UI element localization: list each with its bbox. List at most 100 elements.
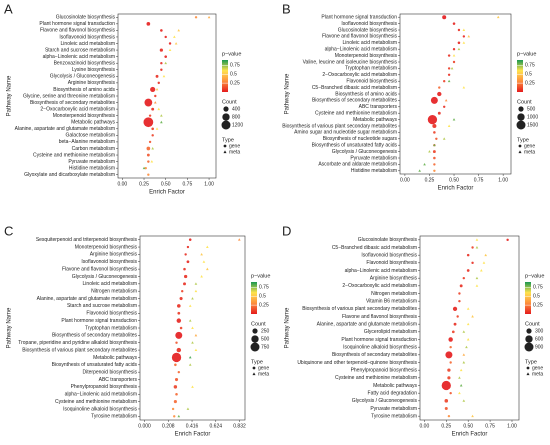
y-tick-label: Tyrosine metabolism bbox=[91, 414, 137, 420]
y-tick-label: Phenylpropanoid biosynthesis bbox=[71, 384, 138, 390]
legend-label: gene bbox=[532, 365, 543, 371]
meta-point bbox=[458, 376, 461, 379]
size-key bbox=[524, 342, 534, 352]
y-tick-label: Biosynthesis of secondary metabolites bbox=[52, 333, 138, 339]
meta-point bbox=[423, 162, 426, 166]
y-tick-label: Vitamin B6 metabolism bbox=[366, 298, 417, 304]
size-key-label: 500 bbox=[527, 106, 536, 112]
meta-point bbox=[206, 267, 209, 271]
meta-point bbox=[174, 42, 178, 45]
size-key-label: 1000 bbox=[527, 114, 538, 120]
gene-point bbox=[456, 315, 459, 318]
size-key-label: 400 bbox=[232, 106, 241, 112]
y-tick-label: Flavone and flavonol biosynthesis bbox=[62, 266, 138, 272]
gene-point bbox=[154, 94, 157, 98]
gene-point bbox=[194, 16, 198, 19]
legend-title: p−value bbox=[251, 273, 270, 279]
y-axis-label: Pathway Name bbox=[285, 307, 291, 348]
y-tick-label: Flavone and flavonol biosynthesis bbox=[40, 28, 116, 34]
meta-point bbox=[462, 399, 466, 402]
legend-title: p−value bbox=[222, 51, 241, 57]
legend-marker bbox=[252, 372, 256, 376]
y-axis-label: Pathway Name bbox=[7, 75, 13, 116]
gene-point bbox=[181, 290, 184, 293]
gene-point bbox=[173, 400, 177, 404]
gene-point bbox=[184, 253, 187, 256]
meta-point bbox=[194, 348, 198, 352]
gene-point bbox=[186, 260, 190, 264]
size-key-label: 750 bbox=[261, 344, 270, 350]
legend-title: p−value bbox=[525, 273, 544, 279]
meta-point bbox=[207, 15, 211, 19]
gene-point bbox=[447, 376, 451, 380]
y-tick-label: alpha−Linolenic acid metabolism bbox=[345, 268, 417, 274]
colorbar-tick-label: 0.75 bbox=[525, 63, 535, 69]
size-key bbox=[525, 335, 533, 343]
gene-point bbox=[471, 261, 474, 265]
legend-marker bbox=[223, 144, 227, 148]
y-tick-label: Pyruvate metabolism bbox=[350, 155, 397, 161]
x-tick-label: 0.75 bbox=[183, 181, 193, 187]
y-tick-label: Carbon metabolism bbox=[72, 146, 115, 152]
gene-point bbox=[148, 140, 152, 144]
y-tick-label: Fatty acid degradation bbox=[368, 390, 418, 396]
y-tick-label: Linoleic acid metabolism bbox=[61, 41, 115, 47]
gene-point bbox=[445, 351, 453, 359]
x-axis-label: Enrich Factor bbox=[149, 190, 185, 196]
gene-point bbox=[441, 380, 451, 391]
y-tick-label: Isoflavonoid biosynthesis bbox=[341, 21, 397, 27]
colorbar-tick-label: 0.25 bbox=[533, 302, 543, 308]
meta-point bbox=[458, 391, 461, 395]
colorbar-tick-label: 0.25 bbox=[259, 302, 269, 308]
meta-point bbox=[459, 368, 463, 372]
gene-point bbox=[435, 137, 438, 140]
y-tick-label: Pyruvate metabolism bbox=[370, 406, 417, 412]
gene-point bbox=[148, 114, 152, 117]
gene-point bbox=[171, 407, 175, 411]
size-key-label: 1200 bbox=[232, 122, 243, 128]
y-tick-label: Arginine biosynthesis bbox=[68, 80, 116, 86]
meta-point bbox=[466, 322, 470, 326]
meta-point bbox=[444, 98, 448, 102]
y-tick-label: Tryptophan metabolism bbox=[85, 325, 137, 331]
meta-point bbox=[194, 289, 198, 293]
y-tick-label: Arginine biosynthesis bbox=[90, 252, 138, 258]
gene-point bbox=[457, 28, 461, 32]
legend-title: Count bbox=[525, 321, 540, 327]
gene-point bbox=[144, 98, 153, 107]
size-key bbox=[251, 335, 259, 343]
panel-letter: B bbox=[282, 1, 291, 16]
colorbar bbox=[525, 282, 531, 314]
legend-title: Type bbox=[251, 359, 263, 365]
plot-frame bbox=[419, 235, 520, 421]
gene-point bbox=[466, 253, 470, 257]
colorbar bbox=[222, 60, 228, 92]
size-key bbox=[516, 120, 526, 130]
x-tick-label: 0.50 bbox=[449, 177, 459, 183]
x-tick-label: 0.50 bbox=[161, 181, 171, 187]
meta-point bbox=[482, 261, 486, 264]
meta-point bbox=[452, 54, 456, 57]
gene-point bbox=[462, 35, 466, 38]
gene-point bbox=[151, 107, 155, 111]
gene-point bbox=[447, 54, 451, 57]
y-tick-label: beta−Alanine metabolism bbox=[59, 139, 115, 145]
y-tick-label: Metabolic pathways bbox=[71, 120, 115, 126]
gene-point bbox=[447, 73, 451, 77]
meta-point bbox=[484, 253, 488, 257]
meta-point bbox=[186, 407, 190, 410]
x-axis-label: Enrich Factor bbox=[452, 432, 488, 438]
y-tick-label: Biosynthesis of unsaturated fatty acids bbox=[52, 362, 138, 368]
x-tick-label: 1.00 bbox=[204, 181, 214, 187]
y-tick-label: Cysteine and methionine metabolism bbox=[315, 111, 397, 117]
y-tick-label: Biosynthesis of various plant secondary … bbox=[302, 306, 417, 312]
y-tick-label: Alanine, aspartate and glutamate metabol… bbox=[317, 321, 417, 327]
y-tick-label: Alanine, aspartate and glutamate metabol… bbox=[15, 126, 115, 132]
x-tick-label: 0.25 bbox=[441, 423, 451, 429]
gene-point bbox=[449, 391, 452, 395]
legend-marker bbox=[518, 150, 522, 154]
meta-point bbox=[173, 35, 176, 38]
gene-point bbox=[179, 297, 183, 301]
y-tick-label: Glycine, serine and threonine metabolism bbox=[23, 93, 115, 99]
gene-point bbox=[471, 246, 474, 249]
